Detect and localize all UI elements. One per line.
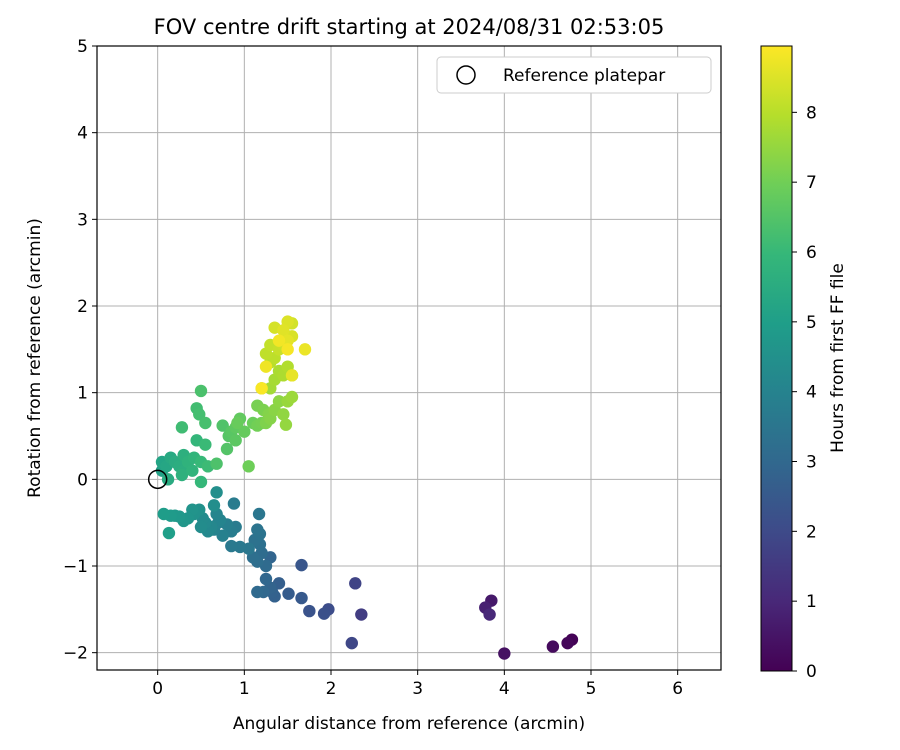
y-tick-label: 4 — [77, 124, 88, 144]
legend-box — [436, 56, 712, 94]
colorbar-tick-label: 7 — [806, 173, 817, 193]
data-point — [251, 585, 264, 599]
data-points — [155, 315, 579, 660]
data-point — [281, 334, 294, 347]
data-point — [161, 473, 175, 486]
y-tick-label: 0 — [77, 470, 88, 490]
data-point — [259, 572, 273, 586]
data-point — [162, 526, 176, 540]
data-point — [227, 497, 241, 510]
data-point — [194, 475, 208, 489]
data-point — [285, 390, 299, 404]
data-point — [210, 457, 223, 470]
data-point — [546, 640, 560, 653]
data-point — [277, 408, 290, 421]
colorbar-tick-label: 1 — [806, 592, 817, 612]
data-point — [242, 460, 255, 473]
colorbar-tick-label: 0 — [806, 662, 817, 682]
data-point — [225, 539, 238, 553]
colorbar-tick-label: 5 — [806, 313, 817, 333]
legend-label: Reference platepar — [503, 66, 665, 86]
data-point — [238, 425, 251, 438]
data-point — [259, 360, 273, 373]
colorbar-tick-label: 6 — [806, 243, 817, 263]
colorbar-label: Hours from first FF file — [828, 263, 848, 453]
data-point — [295, 591, 308, 605]
data-point — [277, 324, 290, 337]
data-point — [483, 608, 496, 621]
data-point — [216, 529, 229, 542]
reference-platepar-marker — [147, 469, 168, 490]
colorbar-ticks: 0 1 2 3 4 5 6 7 8 — [792, 103, 817, 682]
y-tick-label: 1 — [77, 384, 88, 404]
data-point — [210, 486, 223, 499]
x-axis-ticks: 0 1 2 3 4 5 6 — [152, 670, 683, 699]
data-point — [157, 507, 170, 521]
data-point — [175, 468, 189, 482]
data-point — [252, 507, 266, 521]
data-point — [229, 434, 242, 447]
y-tick-label: −1 — [63, 557, 88, 577]
data-point — [199, 438, 212, 451]
y-axis-label: Rotation from reference (arcmin) — [25, 218, 45, 498]
data-point — [285, 369, 299, 382]
data-point — [194, 384, 208, 398]
data-point — [194, 520, 208, 534]
data-point — [199, 416, 212, 430]
data-point — [175, 421, 189, 434]
x-tick-label: 4 — [499, 679, 510, 699]
data-point — [231, 416, 244, 430]
y-axis-ticks: −2 −1 0 1 2 3 4 5 — [63, 37, 97, 664]
data-point — [272, 395, 286, 408]
colorbar-tick-label: 4 — [806, 383, 817, 403]
data-point — [207, 499, 221, 512]
data-point — [193, 408, 206, 421]
y-tick-label: −2 — [63, 644, 88, 664]
data-point — [272, 334, 286, 347]
data-point — [345, 636, 358, 650]
x-tick-label: 1 — [239, 679, 250, 699]
y-tick-label: 3 — [77, 210, 88, 230]
data-point — [251, 523, 264, 536]
data-point — [186, 464, 199, 477]
data-point — [281, 343, 294, 356]
colorbar-tick-label: 8 — [806, 103, 817, 123]
data-point — [255, 382, 268, 395]
x-tick-label: 6 — [672, 679, 683, 699]
data-point — [349, 577, 362, 590]
data-point — [295, 558, 308, 572]
x-tick-label: 3 — [412, 679, 423, 699]
data-point — [498, 647, 511, 660]
plot-frame — [96, 45, 722, 671]
colorbar-tick-label: 2 — [806, 522, 817, 542]
legend-marker-icon — [456, 65, 476, 85]
data-point — [279, 418, 293, 431]
data-point — [216, 419, 229, 432]
data-point — [298, 343, 312, 356]
x-tick-label: 2 — [326, 679, 337, 699]
colorbar-tick-label: 3 — [806, 453, 817, 473]
data-point — [220, 442, 234, 456]
data-point — [282, 587, 295, 600]
chart-title: FOV centre drift starting at 2024/08/31 … — [154, 15, 665, 39]
legend: Reference platepar — [436, 56, 712, 94]
y-tick-label: 2 — [77, 297, 88, 317]
y-tick-label: 5 — [77, 37, 88, 57]
data-point — [561, 636, 574, 650]
colorbar — [760, 45, 793, 672]
data-point — [355, 608, 368, 621]
data-point — [317, 607, 331, 620]
x-tick-label: 5 — [586, 679, 597, 699]
data-point — [303, 604, 316, 618]
x-axis-label: Angular distance from reference (arcmin) — [233, 714, 585, 734]
x-tick-label: 0 — [152, 679, 163, 699]
